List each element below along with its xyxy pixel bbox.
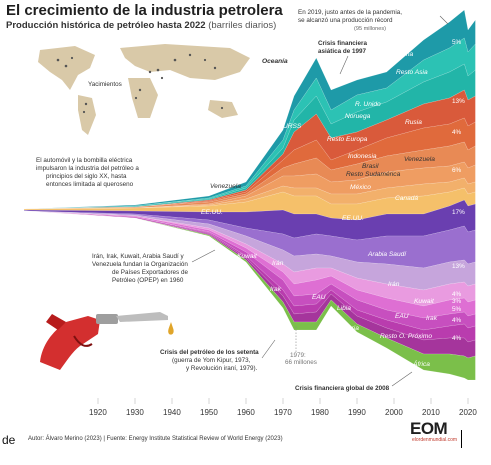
label-libya: Libia	[337, 305, 351, 312]
label-russia: Rusia	[405, 119, 422, 126]
record-note-1: En 2019, justo antes de la pandemia,	[298, 9, 402, 16]
share-pct-label: 3%	[452, 298, 462, 305]
stream-band	[23, 210, 476, 291]
record-note-2: se alcanzó una producción récord	[298, 17, 393, 24]
x-tick-label: 1920	[89, 408, 107, 417]
x-tick-label: 1980	[311, 408, 329, 417]
label-iran-right: Irán	[388, 281, 400, 288]
y1979-note-1: 1979:	[290, 352, 306, 359]
label-eau-left: EAU	[312, 294, 326, 301]
share-pct-label: 5%	[452, 306, 462, 313]
source-note: Autor: Álvaro Merino (2023) | Fuente: En…	[28, 436, 283, 442]
label-resto-sudamerica: Resto Sudamérica	[346, 171, 401, 178]
share-pct-label: 4%	[452, 317, 462, 324]
seventies-note-3: y Revolución iraní, 1979).	[186, 365, 258, 372]
share-pct-label: 6%	[452, 167, 462, 174]
label-irak-left: Irak	[270, 286, 282, 293]
chart-subtitle: Producción histórica de petróleo hasta 2…	[6, 20, 276, 31]
opec-note-2: Venezuela fundan la Organización	[92, 261, 188, 268]
stream-band	[23, 177, 476, 210]
x-tick-label: 2010	[422, 408, 440, 417]
bulb-note-4: entonces limitada al queroseno	[46, 181, 134, 188]
x-axis: 1920 1930 1940 1950 1960 1970 1980 1990 2000 2010…	[89, 398, 477, 417]
subtitle-text: Producción histórica de petróleo hasta 2…	[6, 20, 206, 31]
oil-production-streamgraph: Yacimientos Oceanía China Resto Asia R. …	[8, 9, 478, 417]
label-urss: URSS	[283, 123, 302, 130]
share-pct-label: 4%	[452, 335, 462, 342]
share-pct-label: 13%	[452, 263, 465, 270]
asia-crisis-2: asiática de 1997	[318, 48, 366, 55]
label-eau-right: EAU	[395, 313, 409, 320]
stream-band	[23, 63, 476, 210]
label-canada: Canadá	[395, 195, 418, 202]
label-resto-oproximo: Resto O. Próximo	[380, 333, 432, 340]
label-usa-left: EE.UU.	[201, 209, 223, 216]
label-china: China	[396, 51, 414, 58]
label-indonesia: Indonesia	[348, 153, 377, 160]
record-note-3: (95 millones)	[354, 26, 386, 32]
label-iran-left: Irán	[272, 260, 284, 267]
x-tick-label: 2000	[385, 408, 403, 417]
stream-band	[23, 210, 476, 359]
label-venezuela-right: Venezuela	[404, 156, 435, 163]
label-uk: R. Unido	[355, 101, 381, 108]
fuel-nozzle-illustration	[40, 312, 174, 370]
share-labels: 5%13%4%6%17%13%4%3%5%4%4%	[452, 39, 465, 342]
world-map: Yacimientos	[8, 38, 270, 156]
stream-band	[23, 9, 476, 210]
stream-band	[23, 37, 476, 210]
label-mexico: México	[350, 184, 371, 191]
x-tick-label: 1960	[237, 408, 255, 417]
x-tick-label: 2020	[459, 408, 477, 417]
label-norway: Noruega	[345, 113, 371, 120]
series-labels: Oceanía China Resto Asia R. Unido Norueg…	[201, 51, 438, 368]
x-tick-label: 1990	[348, 408, 366, 417]
label-venezuela-left: Venezuela	[210, 183, 241, 190]
gfc-note: Crisis financiera global de 2008	[295, 385, 390, 392]
share-pct-label: 4%	[452, 291, 462, 298]
opec-note-3: de Países Exportadores de	[112, 269, 188, 276]
share-pct-label: 5%	[452, 39, 462, 46]
seventies-note-2: (guerra de Yom Kipur, 1973,	[172, 357, 251, 364]
label-usa-right: EE.UU.	[342, 215, 364, 222]
x-tick-label: 1940	[163, 408, 181, 417]
share-pct-label: 17%	[452, 209, 465, 216]
share-pct-label: 13%	[452, 98, 465, 105]
stream-layers	[23, 9, 476, 381]
asia-crisis-1: Crisis financiera	[318, 40, 367, 47]
x-tick-label: 1950	[200, 408, 218, 417]
subtitle-unit: (barriles diarios)	[208, 20, 277, 31]
bulb-note-2: impulsaron la industria del petróleo a	[36, 165, 139, 172]
map-label: Yacimientos	[88, 81, 122, 88]
label-kuwait-left: Kuwait	[237, 253, 258, 260]
footer-prefix: de	[2, 433, 16, 447]
label-resto-europa: Resto Europa	[327, 136, 368, 143]
label-oceania: Oceanía	[262, 58, 288, 65]
eom-logo-url: elordenmundial.com	[412, 437, 458, 443]
eom-logo: EOM	[410, 419, 448, 438]
label-irak-right: Irak	[426, 315, 438, 322]
chart-title: El crecimiento de la industria petrolera	[6, 2, 283, 19]
share-pct-label: 4%	[452, 129, 462, 136]
label-resto-asia: Resto Asia	[396, 69, 428, 76]
label-arabia: Arabia Saudí	[367, 251, 407, 258]
annotations: En 2019, justo antes de la pandemia, se …	[36, 9, 449, 392]
seventies-note-1: Crisis del petróleo de los setenta	[160, 349, 259, 356]
y1979-note-2: 66 millones	[285, 359, 317, 366]
bulb-note-3: principios del siglo XX, hasta	[46, 173, 127, 180]
label-kuwait-right: Kuwait	[414, 298, 435, 305]
label-brasil: Brasil	[362, 163, 379, 170]
x-tick-label: 1970	[274, 408, 292, 417]
stream-band	[23, 210, 476, 381]
opec-note-4: Petróleo (OPEP) en 1960	[112, 277, 184, 284]
opec-note-1: Irán, Irak, Kuwait, Arabia Saudí y	[92, 253, 185, 260]
label-nigeria: Nigeria	[338, 325, 359, 332]
bulb-note-1: El automóvil y la bombilla eléctrica	[36, 157, 133, 164]
text-cursor	[461, 430, 462, 448]
x-tick-label: 1930	[126, 408, 144, 417]
label-resto-africa: Resto África	[394, 359, 430, 368]
